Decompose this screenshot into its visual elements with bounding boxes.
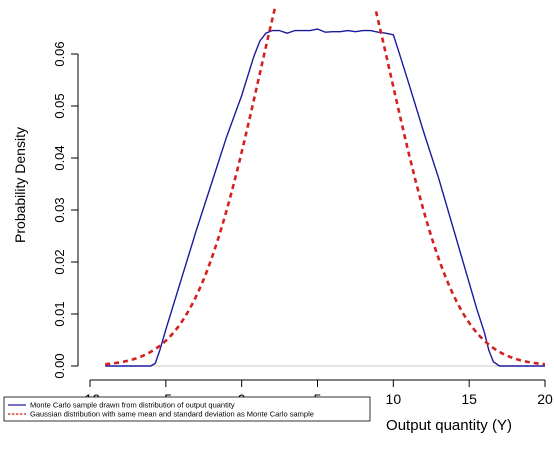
y-tick-label: 0.00 [52,353,67,378]
plot-lines [105,8,546,367]
x-tick-label: 15 [461,391,477,407]
legend-label-monte-carlo: Monte Carlo sample drawn from distributi… [30,401,235,410]
y-tick-label: 0.04 [52,145,67,170]
series-monte-carlo-line [105,28,545,367]
legend: Monte Carlo sample drawn from distributi… [3,396,371,422]
x-tick-label: 10 [386,391,402,407]
series-gaussian-line [105,8,546,366]
y-axis-label: Probability Density [12,127,28,243]
x-tick-label: 20 [537,391,553,407]
y-tick-label: 0.03 [52,197,67,222]
y-tick-label: 0.06 [52,41,67,66]
y-tick-label: 0.02 [52,249,67,274]
y-ticks: 0.00 0.01 0.02 0.03 0.04 0.05 0.06 [52,41,78,379]
y-tick-label: 0.01 [52,301,67,326]
legend-label-gaussian: Gaussian distribution with same mean and… [30,410,314,419]
y-tick-label: 0.05 [52,93,67,118]
x-axis-label: Output quantity (Y) [386,417,512,434]
legend-box [3,396,371,422]
